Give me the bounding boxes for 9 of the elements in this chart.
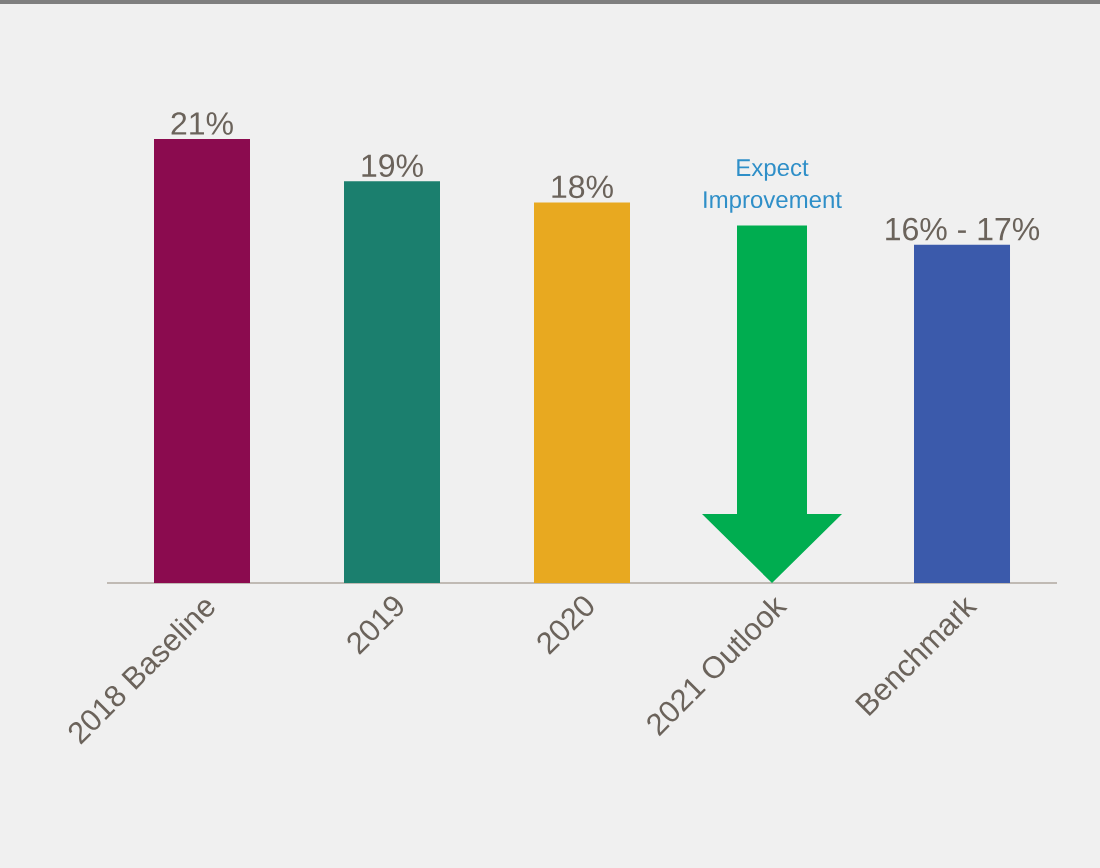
data-label: 21% — [171, 112, 233, 135]
bar — [534, 202, 630, 583]
data-label: 16% - 17% — [886, 217, 1040, 241]
bar — [914, 244, 1010, 583]
annotation: Expect Improvement — [704, 159, 842, 213]
data-label: 18% — [552, 175, 613, 199]
bar — [154, 139, 250, 583]
data-label: 19% — [362, 154, 423, 178]
bar — [344, 181, 440, 583]
